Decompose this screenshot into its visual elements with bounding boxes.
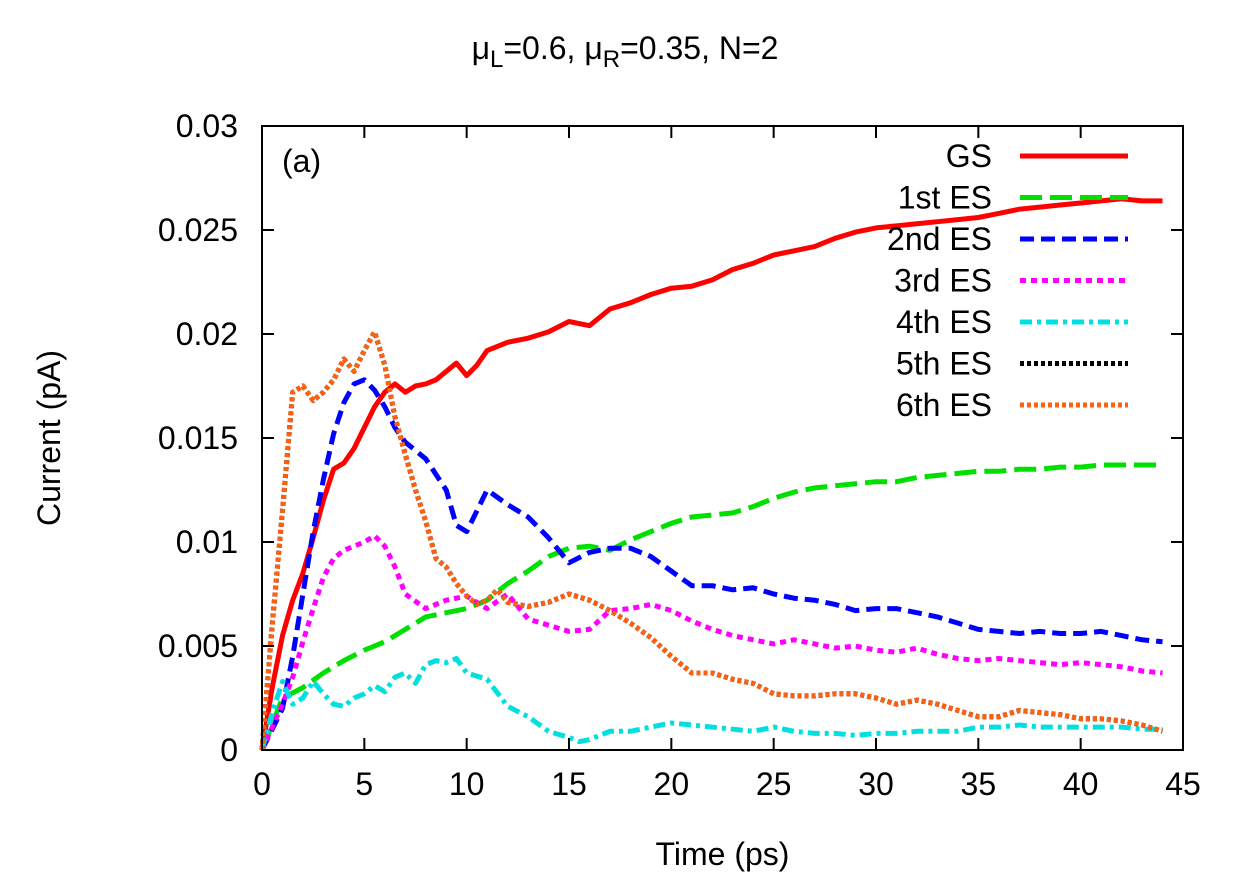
legend-label: 2nd ES [887, 221, 992, 257]
title-right-value: =0.35, N=2 [620, 30, 779, 66]
x-tick-label: 10 [449, 766, 485, 802]
title-left-value: =0.6, [503, 30, 585, 66]
chart-title: μL=0.6, μR=0.35, N=2 [0, 30, 1250, 74]
legend-label: 4th ES [896, 304, 992, 340]
series-line-1st-es [259, 462, 1163, 751]
title-sub-left: L [490, 46, 504, 73]
x-tick-label: 30 [858, 766, 894, 802]
y-tick-label: 0.015 [158, 420, 238, 456]
legend-label: 3rd ES [894, 263, 992, 299]
x-tick-label: 5 [355, 766, 373, 802]
y-tick-label: 0.01 [176, 524, 238, 560]
x-tick-label: 20 [654, 766, 690, 802]
y-tick-label: 0.03 [176, 108, 238, 144]
plot-lines [259, 196, 1164, 752]
legend-label: 5th ES [896, 346, 992, 382]
y-tick-label: 0.005 [158, 628, 238, 664]
x-tick-label: 40 [1063, 766, 1099, 802]
series-line-5th-es [259, 329, 1164, 751]
title-mu-left: μ [471, 30, 490, 66]
x-tick-label: 35 [961, 766, 997, 802]
x-tick-label: 45 [1165, 766, 1201, 802]
series-line-3rd-es [259, 533, 1163, 752]
legend-label: GS [946, 138, 992, 174]
series-line-4th-es [259, 656, 1163, 751]
legend-label: 1st ES [898, 180, 992, 216]
x-tick-label: 0 [253, 766, 271, 802]
y-tick-label: 0.02 [176, 316, 238, 352]
title-mu-right: μ [584, 30, 603, 66]
panel-label: (a) [282, 143, 321, 179]
series-line-gs [259, 196, 1163, 751]
legend: GS 1st ES 2nd ES 3rd ES 4th ES 5th ES 6th ES [887, 138, 1128, 423]
x-tick-label: 15 [551, 766, 587, 802]
y-tick-label: 0 [220, 732, 238, 768]
series-line-6th-es [259, 329, 1164, 751]
x-axis-label: Time (ps) [656, 836, 790, 872]
title-sub-right: R [602, 46, 621, 73]
axis-ticks: 0 5 10 15 20 25 30 35 40 45 0 0.005 0.01 0.015 0.02 0.0… [158, 108, 1201, 802]
legend-label: 6th ES [896, 387, 992, 423]
series-line-2nd-es [259, 377, 1163, 752]
x-tick-label: 25 [756, 766, 792, 802]
y-axis-label: Current (pA) [31, 350, 67, 526]
y-tick-label: 0.025 [158, 212, 238, 248]
